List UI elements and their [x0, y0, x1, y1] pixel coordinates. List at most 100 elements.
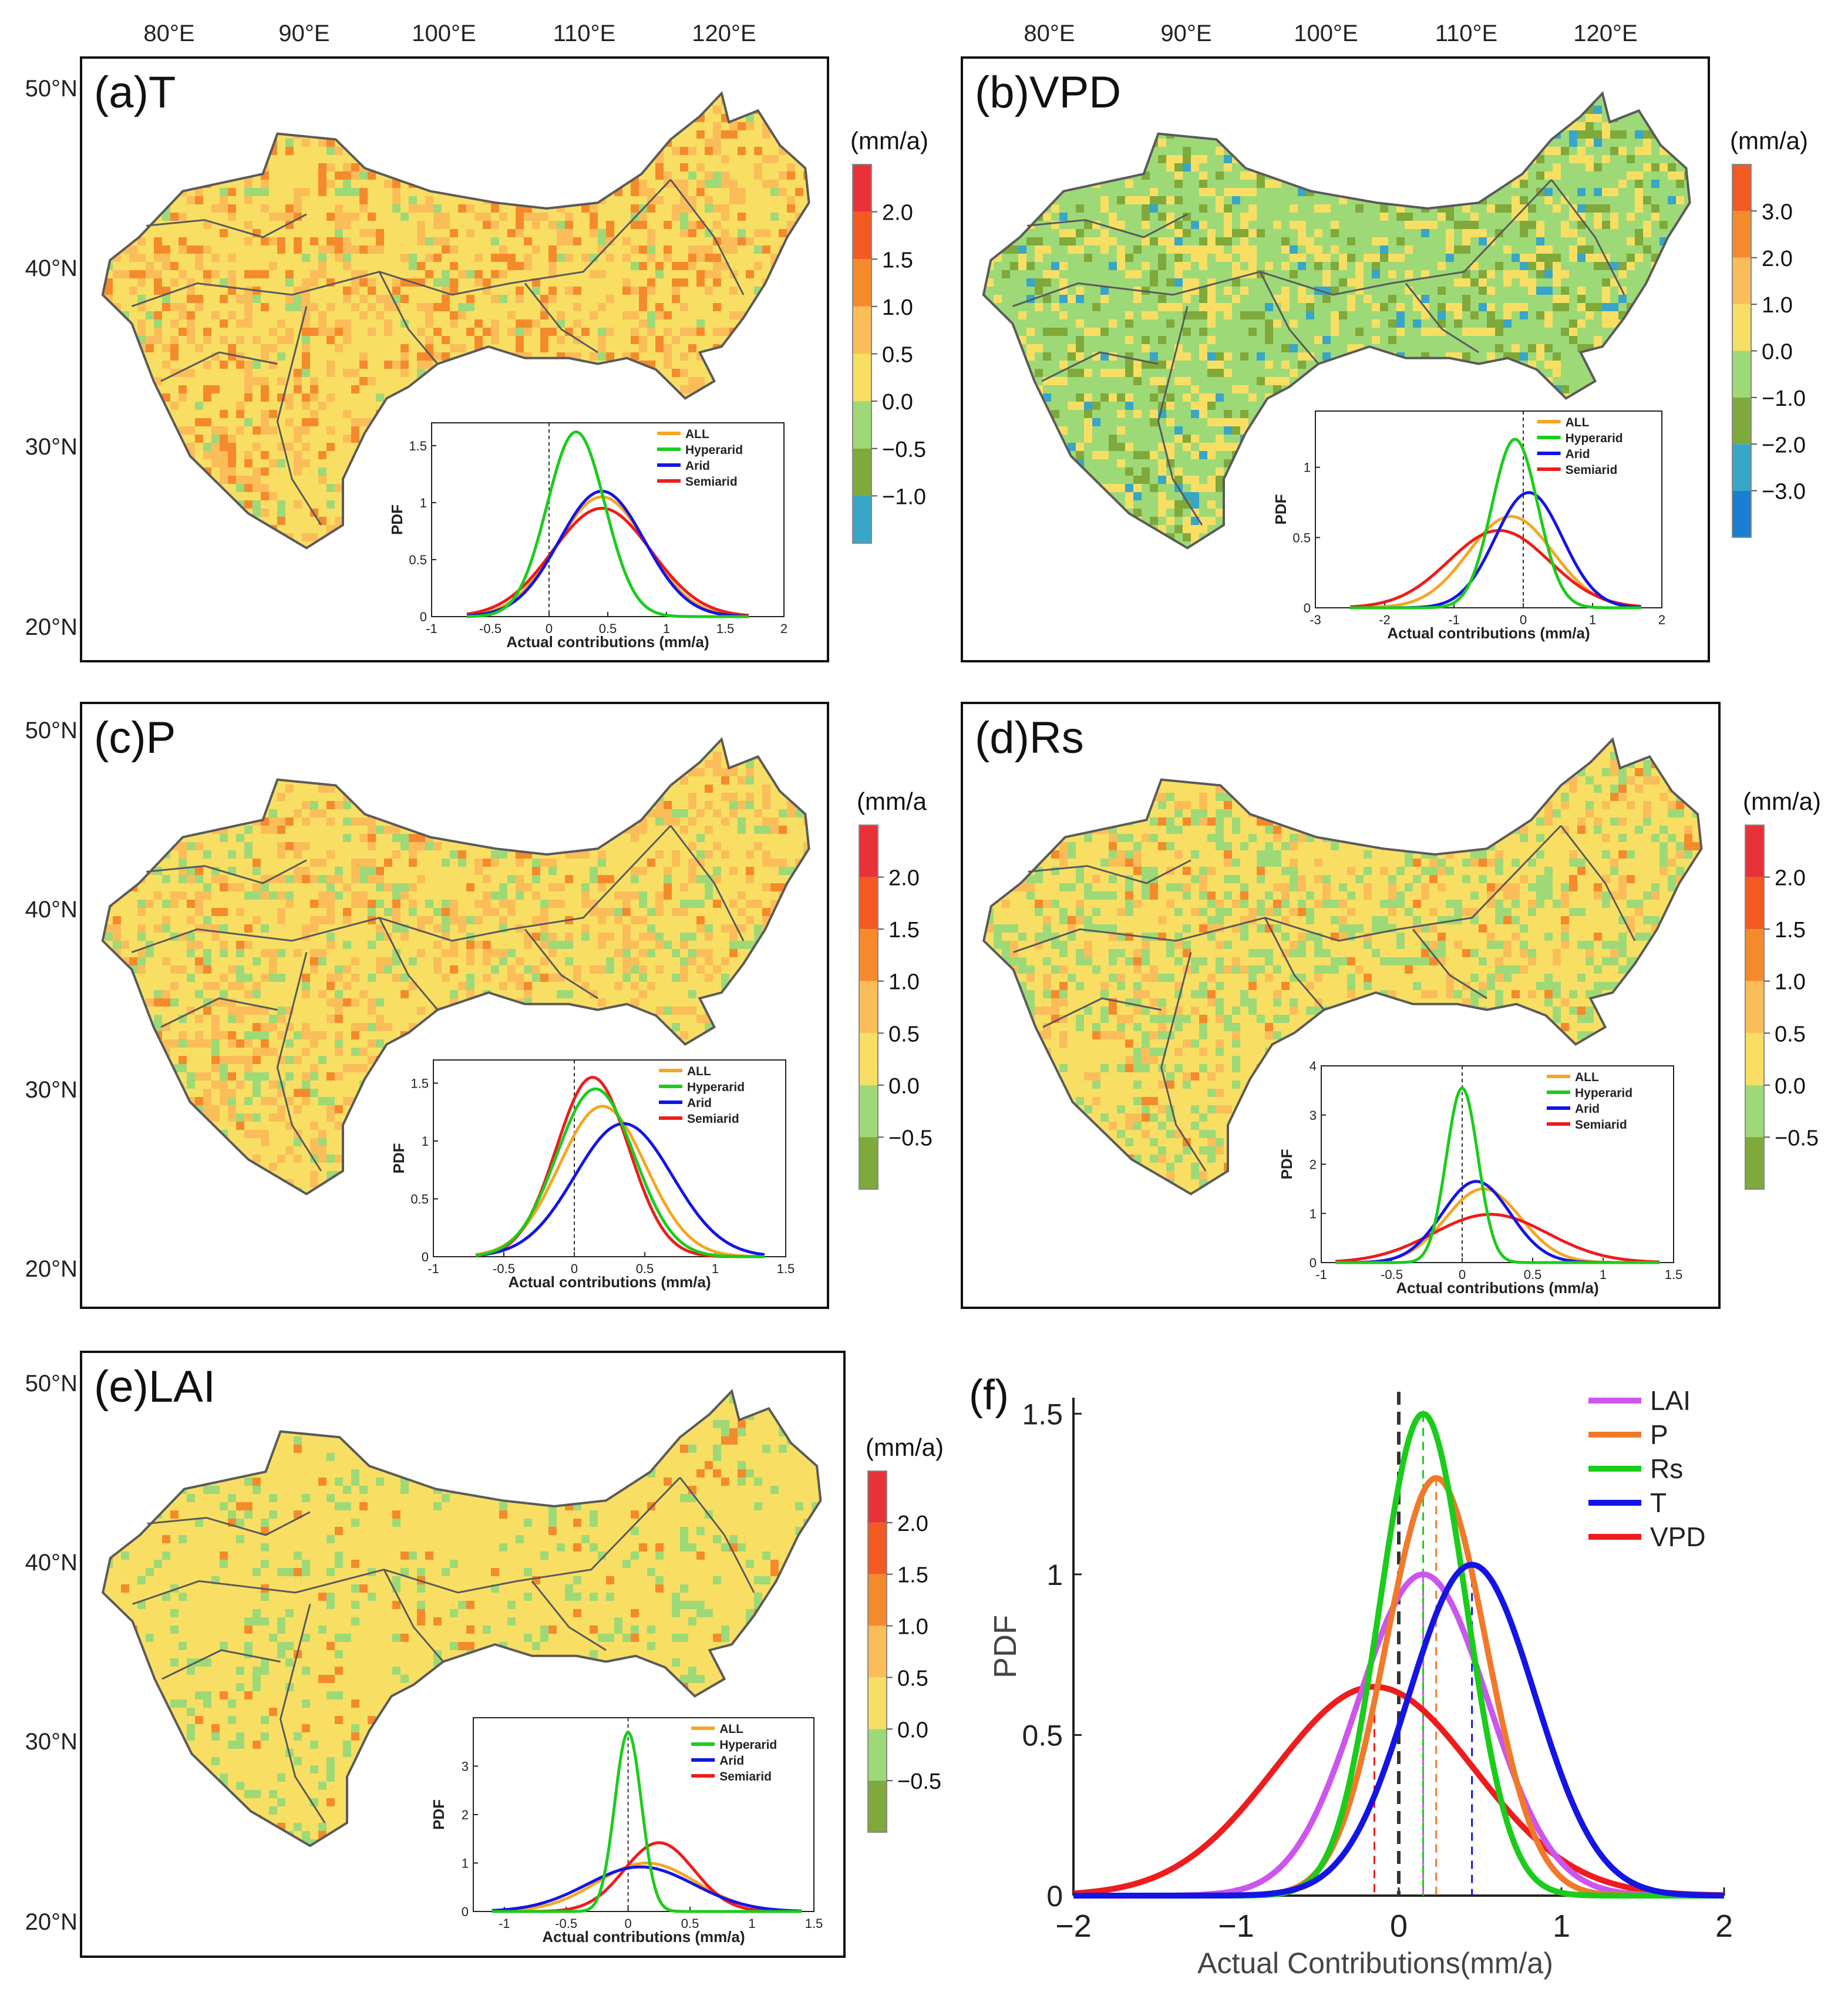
map-pixel	[1265, 558, 1273, 566]
map-pixel	[359, 541, 368, 548]
map-pixel	[1257, 492, 1265, 500]
map-pixel	[1084, 525, 1092, 533]
map-pixel	[1076, 155, 1084, 163]
map-pixel	[664, 114, 672, 122]
map-pixel	[409, 591, 417, 599]
map-pixel	[565, 180, 573, 188]
map-pixel	[1232, 467, 1240, 476]
map-pixel	[1618, 295, 1627, 303]
map-pixel	[244, 130, 253, 139]
map-pixel	[994, 410, 1002, 418]
map-pixel	[121, 435, 129, 443]
map-pixel	[655, 303, 664, 311]
map-pixel	[499, 270, 507, 278]
map-pixel	[458, 65, 466, 73]
map-pixel	[343, 237, 351, 245]
map-pixel	[425, 352, 433, 361]
map-pixel	[622, 278, 631, 287]
map-pixel	[269, 607, 277, 615]
map-pixel	[969, 509, 977, 517]
map-pixel	[762, 361, 770, 369]
map-pixel	[351, 418, 359, 426]
map-pixel	[803, 155, 809, 163]
map-pixel	[1298, 451, 1306, 459]
map-pixel	[565, 385, 573, 393]
map-pixel	[1454, 361, 1462, 369]
map-pixel	[1191, 599, 1199, 607]
map-pixel	[1224, 303, 1232, 311]
map-pixel	[1207, 500, 1216, 509]
map-pixel	[425, 270, 433, 278]
map-pixel	[466, 81, 474, 89]
colorbar-tick-label: 2.0	[1762, 247, 1793, 271]
map-pixel	[442, 352, 450, 361]
map-pixel	[1388, 163, 1396, 171]
map-pixel	[1183, 295, 1191, 303]
map-pixel	[1643, 245, 1651, 254]
map-pixel	[1248, 591, 1257, 599]
map-pixel	[1684, 303, 1690, 311]
map-pixel	[1199, 262, 1207, 270]
map-pixel	[1298, 287, 1306, 295]
map-pixel	[359, 196, 368, 204]
map-pixel	[983, 188, 985, 196]
map-pixel	[1594, 139, 1602, 147]
map-pixel	[1207, 295, 1216, 303]
region-outline	[101, 90, 810, 550]
map-pixel	[302, 139, 310, 147]
map-pixel	[1503, 155, 1512, 163]
inset-legend-label: Semiarid	[1566, 463, 1618, 477]
map-pixel	[1643, 163, 1651, 171]
map-pixel	[1183, 574, 1191, 583]
map-pixel	[548, 328, 557, 336]
map-pixel	[672, 106, 680, 114]
colorbar-segment	[1732, 304, 1751, 351]
map-pixel	[705, 245, 713, 254]
map-pixel	[680, 385, 688, 393]
colorbar-tick-label: 1.5	[882, 248, 913, 272]
map-pixel	[1158, 303, 1166, 311]
map-pixel	[1470, 65, 1479, 73]
map-pixel	[565, 369, 573, 377]
map-pixel	[1043, 558, 1051, 566]
map-pixel	[647, 328, 655, 336]
map-pixel	[1109, 599, 1117, 607]
map-pixel	[1224, 525, 1232, 533]
map-pixel	[359, 147, 368, 155]
map-pixel	[1257, 607, 1265, 615]
map-pixel	[770, 361, 779, 369]
map-pixel	[565, 65, 573, 73]
map-pixel	[1240, 311, 1248, 319]
map-pixel	[994, 139, 1002, 147]
map-pixel	[359, 533, 368, 541]
map-pixel	[1117, 139, 1125, 147]
map-pixel	[606, 295, 614, 303]
map-pixel	[1495, 393, 1503, 402]
map-pixel	[244, 196, 253, 204]
map-pixel	[146, 583, 154, 591]
map-pixel	[433, 328, 442, 336]
map-pixel	[1668, 591, 1676, 599]
map-pixel	[417, 262, 425, 270]
map-pixel	[516, 711, 524, 719]
map-pixel	[631, 328, 639, 336]
map-pixel	[639, 344, 647, 352]
map-pixel	[1224, 352, 1232, 361]
map-pixel	[1265, 155, 1273, 163]
map-pixel	[779, 336, 787, 344]
map-pixel	[102, 410, 105, 418]
map-pixel	[318, 270, 326, 278]
map-pixel	[458, 385, 466, 393]
map-pixel	[343, 599, 351, 607]
map-pixel	[754, 171, 762, 180]
map-pixel	[261, 237, 269, 245]
map-pixel	[1479, 171, 1487, 180]
map-pixel	[351, 171, 359, 180]
map-pixel	[1018, 467, 1026, 476]
map-pixel	[458, 303, 466, 311]
map-pixel	[532, 319, 540, 328]
map-pixel	[1191, 484, 1199, 492]
map-pixel	[269, 719, 277, 727]
